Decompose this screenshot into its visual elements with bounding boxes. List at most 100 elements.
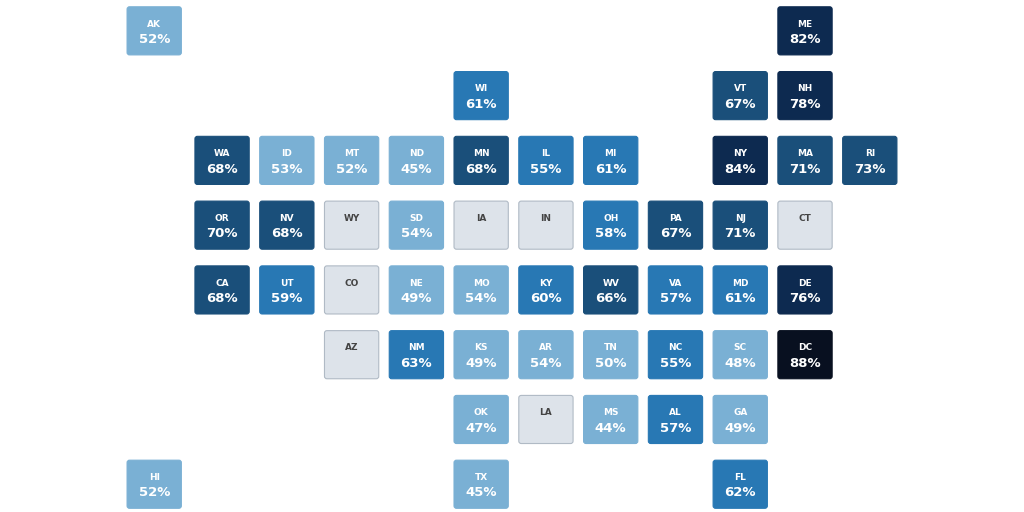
Text: UT: UT: [280, 279, 294, 288]
Text: 58%: 58%: [595, 227, 627, 240]
Text: 67%: 67%: [659, 227, 691, 240]
Text: 53%: 53%: [271, 162, 303, 176]
Text: 47%: 47%: [465, 421, 497, 435]
FancyBboxPatch shape: [778, 331, 833, 379]
Text: 49%: 49%: [465, 357, 497, 370]
Text: MA: MA: [797, 149, 813, 158]
Text: RI: RI: [864, 149, 874, 158]
Text: KY: KY: [540, 279, 553, 288]
Text: AZ: AZ: [345, 344, 358, 352]
Text: KS: KS: [474, 344, 487, 352]
FancyBboxPatch shape: [584, 266, 638, 314]
Text: FL: FL: [734, 473, 746, 482]
Text: 55%: 55%: [659, 357, 691, 370]
FancyBboxPatch shape: [389, 136, 443, 184]
FancyBboxPatch shape: [519, 395, 573, 443]
FancyBboxPatch shape: [127, 460, 181, 508]
FancyBboxPatch shape: [584, 201, 638, 249]
Text: 52%: 52%: [336, 162, 368, 176]
Text: 68%: 68%: [206, 162, 238, 176]
Text: OK: OK: [474, 408, 488, 417]
Text: 59%: 59%: [271, 292, 302, 305]
Text: LA: LA: [540, 408, 552, 417]
FancyBboxPatch shape: [454, 266, 508, 314]
FancyBboxPatch shape: [648, 395, 702, 443]
Text: WA: WA: [214, 149, 230, 158]
Text: 54%: 54%: [400, 227, 432, 240]
FancyBboxPatch shape: [778, 7, 833, 55]
FancyBboxPatch shape: [325, 201, 379, 249]
Text: DC: DC: [798, 344, 812, 352]
FancyBboxPatch shape: [195, 266, 249, 314]
Text: 68%: 68%: [206, 292, 238, 305]
FancyBboxPatch shape: [127, 7, 181, 55]
FancyBboxPatch shape: [713, 331, 767, 379]
Text: 57%: 57%: [659, 421, 691, 435]
FancyBboxPatch shape: [260, 201, 314, 249]
FancyBboxPatch shape: [843, 136, 897, 184]
Text: HI: HI: [148, 473, 160, 482]
FancyBboxPatch shape: [325, 266, 379, 314]
Text: 73%: 73%: [854, 162, 886, 176]
FancyBboxPatch shape: [713, 72, 767, 120]
FancyBboxPatch shape: [519, 201, 573, 249]
Text: NY: NY: [733, 149, 748, 158]
Text: WV: WV: [602, 279, 620, 288]
Text: 88%: 88%: [790, 357, 821, 370]
Text: CA: CA: [215, 279, 229, 288]
Text: 57%: 57%: [659, 292, 691, 305]
FancyBboxPatch shape: [584, 136, 638, 184]
Text: TX: TX: [474, 473, 487, 482]
Text: 62%: 62%: [725, 486, 756, 499]
FancyBboxPatch shape: [713, 395, 767, 443]
Text: NV: NV: [280, 214, 294, 223]
Text: IA: IA: [476, 214, 486, 223]
FancyBboxPatch shape: [584, 395, 638, 443]
Text: AK: AK: [147, 19, 161, 29]
Text: ND: ND: [409, 149, 424, 158]
FancyBboxPatch shape: [713, 266, 767, 314]
Text: PA: PA: [669, 214, 682, 223]
FancyBboxPatch shape: [260, 136, 314, 184]
FancyBboxPatch shape: [454, 201, 508, 249]
FancyBboxPatch shape: [713, 136, 767, 184]
Text: NC: NC: [669, 344, 683, 352]
Text: 50%: 50%: [595, 357, 627, 370]
FancyBboxPatch shape: [648, 331, 702, 379]
FancyBboxPatch shape: [454, 331, 508, 379]
Text: 84%: 84%: [724, 162, 756, 176]
Text: DE: DE: [798, 279, 812, 288]
Text: CO: CO: [344, 279, 358, 288]
Text: OH: OH: [603, 214, 618, 223]
FancyBboxPatch shape: [648, 201, 702, 249]
Text: 49%: 49%: [400, 292, 432, 305]
Text: SD: SD: [410, 214, 423, 223]
Text: IN: IN: [541, 214, 552, 223]
Text: 45%: 45%: [400, 162, 432, 176]
Text: NM: NM: [409, 344, 425, 352]
FancyBboxPatch shape: [648, 266, 702, 314]
Text: NH: NH: [798, 84, 813, 93]
Text: 61%: 61%: [595, 162, 627, 176]
Text: 78%: 78%: [790, 98, 821, 111]
Text: 68%: 68%: [271, 227, 303, 240]
FancyBboxPatch shape: [454, 395, 508, 443]
Text: AL: AL: [669, 408, 682, 417]
Text: NJ: NJ: [735, 214, 745, 223]
FancyBboxPatch shape: [519, 266, 573, 314]
FancyBboxPatch shape: [195, 136, 249, 184]
FancyBboxPatch shape: [454, 72, 508, 120]
Text: 63%: 63%: [400, 357, 432, 370]
Text: MD: MD: [732, 279, 749, 288]
Text: 52%: 52%: [138, 486, 170, 499]
Text: OR: OR: [215, 214, 229, 223]
FancyBboxPatch shape: [713, 201, 767, 249]
FancyBboxPatch shape: [778, 266, 833, 314]
Text: 44%: 44%: [595, 421, 627, 435]
Text: MN: MN: [473, 149, 489, 158]
Text: AR: AR: [539, 344, 553, 352]
Text: SC: SC: [733, 344, 746, 352]
Text: MI: MI: [604, 149, 616, 158]
FancyBboxPatch shape: [778, 201, 833, 249]
Text: 71%: 71%: [790, 162, 820, 176]
